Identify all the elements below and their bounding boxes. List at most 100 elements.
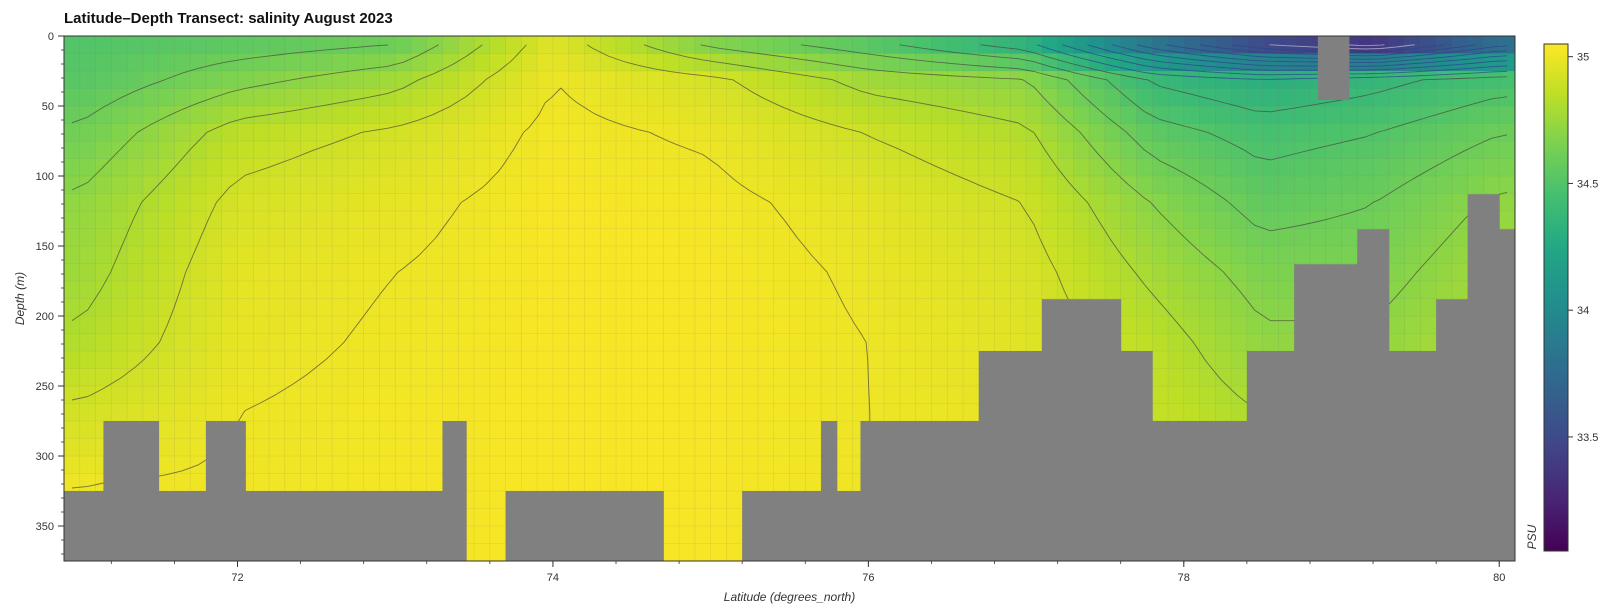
heat-cell (836, 176, 854, 195)
heat-cell (95, 403, 112, 422)
heat-cell (1120, 193, 1138, 212)
heat-cell (426, 281, 444, 300)
heat-cell (1168, 228, 1185, 247)
heat-cell (1199, 211, 1216, 230)
heat-cell (221, 246, 239, 265)
seafloor-block (64, 491, 104, 561)
heat-cell (237, 281, 254, 300)
heat-cell (300, 386, 317, 405)
heat-cell (158, 438, 175, 457)
heat-cell (1309, 141, 1327, 160)
heat-cell (742, 106, 759, 125)
heat-cell (663, 386, 680, 405)
heat-cell (616, 473, 633, 492)
heat-cell (821, 386, 838, 405)
heat-cell (1168, 263, 1185, 282)
heat-cell (1041, 53, 1059, 72)
heat-cell (158, 228, 175, 247)
heat-cell (789, 368, 806, 387)
heat-cell (158, 298, 175, 317)
y-axis-label: Depth (m) (13, 272, 27, 325)
heat-cell (1341, 106, 1358, 125)
heat-cell (742, 176, 759, 195)
heat-cell (316, 403, 333, 422)
heat-cell (1341, 123, 1358, 142)
heat-cell (379, 368, 396, 387)
y-tick-label: 150 (36, 241, 54, 253)
heat-cell (631, 368, 649, 387)
heat-cell (568, 36, 586, 55)
heat-cell (1373, 176, 1390, 195)
heat-cell (537, 333, 554, 352)
heat-cell (1073, 158, 1090, 177)
heat-cell (931, 333, 948, 352)
heat-cell (190, 106, 207, 125)
heat-cell (505, 368, 522, 387)
heat-cell (947, 211, 964, 230)
heat-cell (537, 123, 554, 142)
heat-cell (174, 106, 191, 125)
heat-cell (726, 228, 743, 247)
heat-cell (1168, 158, 1185, 177)
heat-cell (1451, 53, 1469, 72)
heat-cell (726, 71, 743, 90)
heat-cell (789, 298, 806, 317)
heat-cell (458, 36, 475, 55)
heat-cell (694, 438, 712, 457)
heat-cell (773, 473, 791, 492)
heat-cell (332, 106, 349, 125)
heat-cell (537, 298, 554, 317)
heat-cell (442, 386, 459, 405)
heat-cell (1436, 106, 1453, 125)
heat-cell (1262, 263, 1280, 282)
heat-cell (363, 228, 381, 247)
y-tick-label: 50 (42, 101, 54, 113)
heat-cell (521, 228, 538, 247)
heat-cell (269, 438, 286, 457)
heat-cell (742, 53, 759, 72)
heat-cell (600, 281, 617, 300)
heat-cell (221, 123, 239, 142)
heat-cell (190, 158, 207, 177)
heat-cell (363, 421, 381, 440)
heat-cell (1215, 228, 1232, 247)
heat-cell (458, 351, 475, 370)
heat-cell (221, 88, 239, 107)
heat-cell (1073, 228, 1090, 247)
heat-cell (757, 71, 775, 90)
heat-cell (1357, 211, 1374, 230)
heat-cell (915, 36, 933, 55)
heat-cell (1152, 368, 1169, 387)
heat-cell (205, 158, 223, 177)
heat-cell (221, 316, 239, 335)
heat-cell (521, 106, 538, 125)
heat-cell (205, 141, 223, 160)
heat-cell (757, 473, 775, 492)
heat-cell (284, 456, 302, 475)
heat-cell (95, 141, 112, 160)
heat-cell (600, 158, 617, 177)
heat-cell (789, 263, 806, 282)
heat-cell (332, 123, 349, 142)
heat-cell (868, 193, 885, 212)
heat-cell (647, 36, 664, 55)
heat-cell (1136, 176, 1153, 195)
heat-cell (1404, 71, 1421, 90)
heat-cell (111, 333, 128, 352)
heat-cell (1309, 211, 1327, 230)
heat-cell (694, 526, 712, 545)
heat-cell (363, 158, 381, 177)
heat-cell (142, 386, 160, 405)
heat-cell (426, 333, 444, 352)
heat-cell (95, 71, 112, 90)
heat-cell (1026, 141, 1043, 160)
heat-cell (316, 36, 333, 55)
heat-cell (994, 36, 1011, 55)
heat-cell (1357, 71, 1374, 90)
heat-cell (1183, 123, 1201, 142)
heat-cell (726, 211, 743, 230)
heat-cell (679, 543, 696, 561)
heat-cell (679, 403, 696, 422)
heat-cell (174, 193, 191, 212)
heat-cell (395, 421, 412, 440)
